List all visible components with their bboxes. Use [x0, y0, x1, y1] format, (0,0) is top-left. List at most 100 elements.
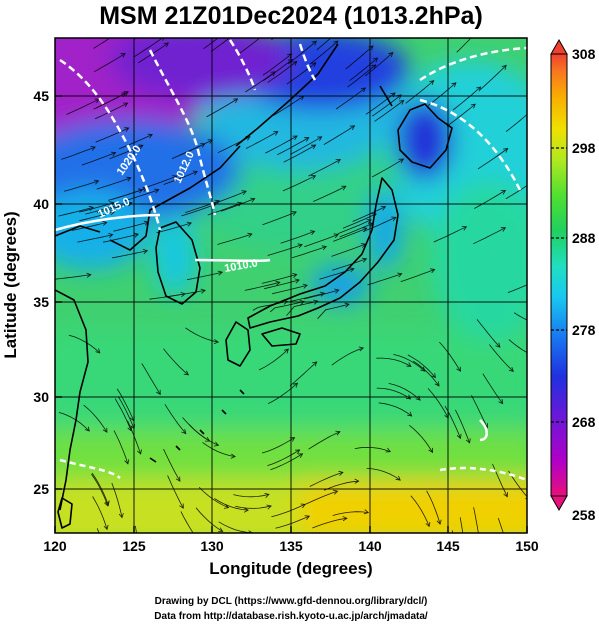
streamline — [388, 383, 421, 401]
streamline-arrow — [425, 521, 431, 528]
streamline-arrow — [120, 53, 126, 58]
streamline-arrow — [405, 394, 412, 400]
streamline — [220, 198, 255, 212]
streamline-arrow — [207, 139, 214, 144]
streamline-arrow — [430, 268, 436, 274]
streamline-arrow — [415, 395, 421, 401]
streamline — [85, 204, 121, 215]
streamline — [474, 190, 506, 209]
streamline — [283, 144, 316, 163]
y-axis-label: Latitude (degrees) — [1, 211, 20, 358]
streamline — [68, 334, 101, 354]
streamline — [58, 412, 90, 432]
streamline-arrow — [147, 133, 153, 139]
streamline-arrow — [294, 278, 300, 284]
streamline — [124, 189, 159, 202]
streamline — [267, 244, 303, 256]
streamline-arrow — [406, 362, 412, 367]
x-tick-label: 125 — [122, 538, 146, 554]
streamline — [91, 472, 109, 506]
streamline — [410, 495, 430, 527]
streamline — [79, 202, 114, 213]
streamline — [245, 71, 276, 93]
streamline — [492, 463, 508, 497]
streamline — [332, 258, 367, 271]
streamline-arrow — [388, 52, 394, 58]
streamline — [439, 341, 461, 372]
streamline — [313, 185, 346, 202]
streamline — [233, 494, 269, 498]
streamline-arrow — [380, 206, 387, 211]
streamline-arrow — [235, 30, 240, 34]
streamline — [405, 80, 434, 104]
streamline — [71, 222, 107, 231]
streamline — [61, 146, 96, 160]
streamline — [108, 189, 143, 201]
streamline — [91, 473, 109, 507]
streamline-arrow — [291, 211, 297, 216]
streamline — [479, 65, 507, 91]
streamline-arrow — [133, 232, 139, 238]
streamline-arrow — [398, 158, 405, 164]
streamline-arrow — [105, 558, 109, 562]
streamline — [508, 339, 527, 353]
streamline — [286, 62, 317, 85]
streamline-arrow — [292, 60, 298, 66]
streamline-arrow — [503, 148, 509, 153]
streamline-arrow — [361, 257, 368, 263]
streamline — [482, 373, 504, 404]
streamline-arrow — [385, 447, 391, 453]
streamline-arrow — [465, 438, 471, 444]
streamline — [58, 207, 94, 217]
streamline — [409, 424, 433, 453]
streamline-arrow — [334, 288, 340, 294]
streamline — [371, 94, 402, 117]
streamline — [207, 202, 242, 216]
streamline-arrow — [154, 188, 160, 194]
x-axis: 120 125 130 135 140 145 150 Longitude (d… — [43, 526, 539, 578]
streamline — [271, 503, 306, 518]
streamline — [270, 453, 303, 471]
streamline — [289, 292, 325, 302]
streamline — [342, 213, 377, 229]
streamline-arrow — [292, 135, 298, 141]
streamline-arrow — [263, 32, 268, 36]
streamline-arrow — [282, 299, 289, 305]
streamline — [376, 387, 411, 400]
streamline — [66, 98, 100, 115]
streamline — [319, 268, 355, 280]
streamline-arrow — [299, 95, 305, 101]
streamline — [103, 233, 139, 243]
streamline — [180, 511, 194, 533]
streamline-arrow — [498, 399, 504, 405]
streamline — [93, 92, 126, 110]
streamline-arrow — [270, 71, 276, 77]
streamline — [275, 515, 310, 529]
streamline-arrow — [245, 136, 251, 141]
streamline — [412, 360, 440, 387]
coastlines — [55, 43, 453, 529]
streamline-arrow — [266, 504, 272, 510]
streamline — [309, 472, 344, 487]
streamline-arrow — [354, 478, 360, 484]
streamline-arrow — [273, 131, 279, 136]
streamline-arrow — [543, 324, 547, 328]
streamline-arrow — [395, 475, 401, 481]
streamline — [291, 246, 327, 259]
streamline-arrow — [156, 389, 161, 396]
streamline-arrow — [200, 143, 206, 148]
streamline-arrow — [163, 42, 169, 48]
x-tick-label: 150 — [515, 538, 539, 554]
streamline-arrow — [371, 213, 377, 218]
streamline — [185, 327, 219, 343]
streamline-arrow — [508, 366, 514, 372]
streamline — [94, 102, 128, 120]
streamline — [81, 152, 116, 166]
contour-label: 1010.0 — [223, 257, 258, 275]
streamline — [163, 348, 189, 376]
streamline — [265, 135, 298, 154]
streamline-arrow — [463, 549, 467, 553]
streamline — [476, 319, 501, 348]
streamline — [497, 517, 504, 533]
